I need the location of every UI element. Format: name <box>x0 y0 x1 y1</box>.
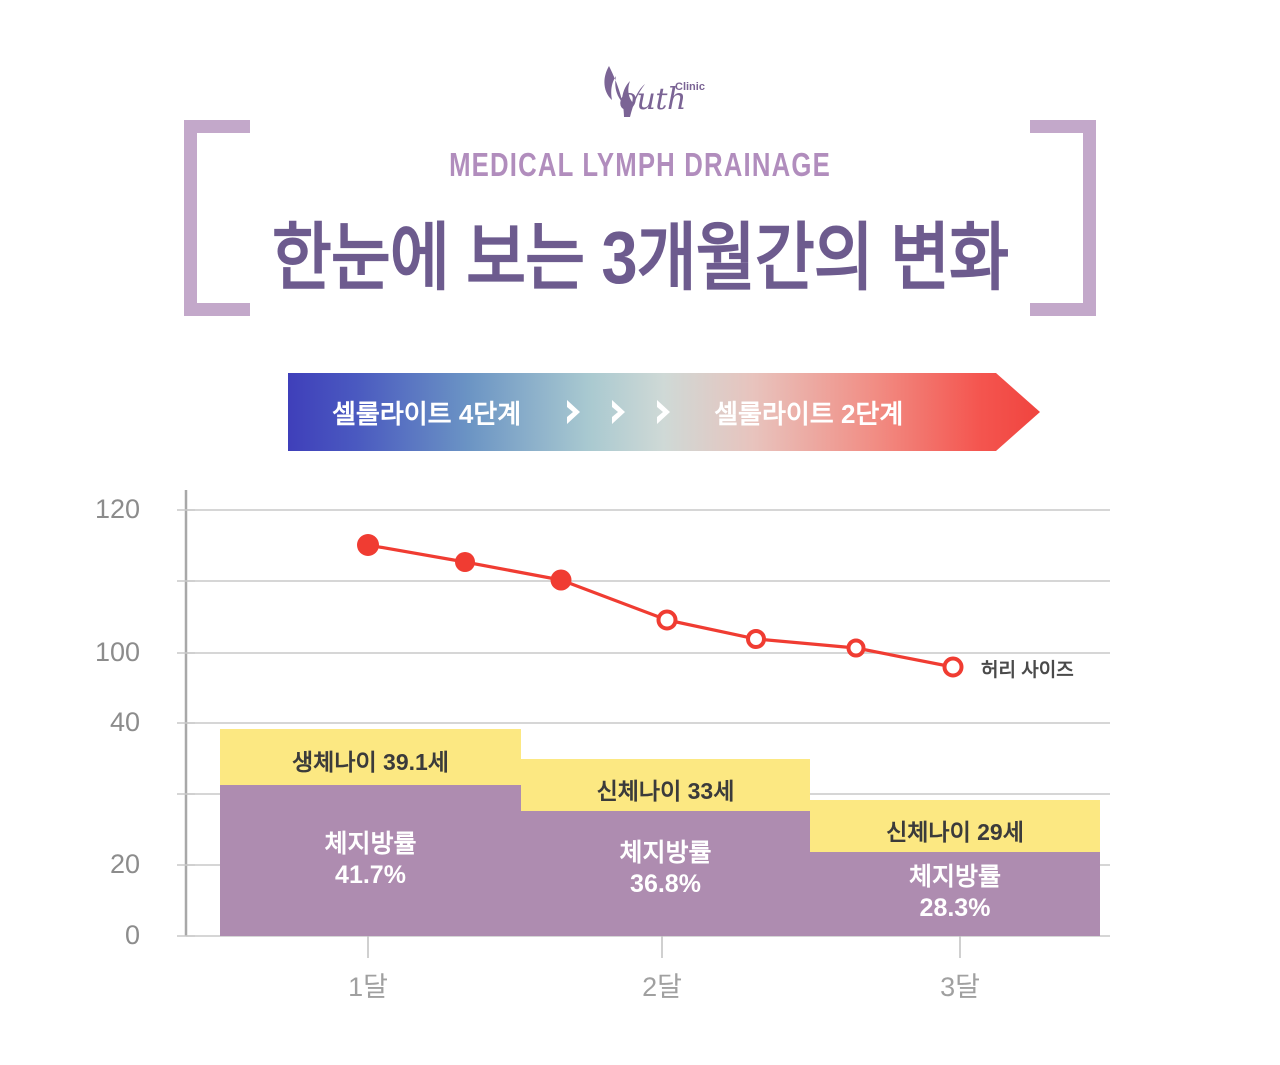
body-fat-value-3: 28.3% <box>919 894 991 923</box>
body-fat-title-3: 체지방률 <box>908 863 1001 891</box>
logo-wordmark: outh <box>619 82 686 117</box>
chevron-right-icon <box>565 399 582 425</box>
cellulite-stage-banner: 셀룰라이트 4단계 셀룰라이트 2단계 <box>288 373 1040 451</box>
y-tick-label: 120 <box>94 494 140 524</box>
body-age-label-2: 신체나이 33세 <box>596 778 735 804</box>
body-fat-label-2: 체지방률 36.8% <box>521 838 810 901</box>
body-fat-value-2: 36.8% <box>630 870 701 899</box>
x-tick-label: 2달 <box>642 972 682 1002</box>
body-fat-value-1: 41.7% <box>335 861 406 890</box>
body-age-bar-2 <box>521 759 810 811</box>
x-tick-label: 1달 <box>348 972 388 1002</box>
body-fat-label-1: 체지방률 41.7% <box>220 829 521 892</box>
bracket-left-decoration <box>184 120 250 316</box>
chart-y-ticks <box>177 509 195 937</box>
chart-x-ticks <box>367 936 961 958</box>
banner-end-label: 셀룰라이트 2단계 <box>714 398 904 429</box>
bracket-right-decoration <box>1030 120 1096 316</box>
body-fat-title-2: 체지방률 <box>619 839 712 867</box>
body-fat-title-1: 체지방률 <box>324 830 417 858</box>
body-fat-bar-3 <box>810 852 1100 936</box>
body-age-label-3: 신체나이 29세 <box>886 819 1024 845</box>
chevron-group <box>565 399 672 425</box>
waist-size-markers <box>357 534 964 678</box>
y-tick-label: 0 <box>124 920 140 950</box>
body-fat-bar-2 <box>521 811 810 936</box>
brand-logo: outh Clinic <box>0 58 1280 124</box>
wing-icon <box>600 62 646 123</box>
body-age-bar-1 <box>220 729 521 785</box>
chevron-right-icon <box>655 399 672 425</box>
waist-size-series-label: 허리 사이즈 <box>981 660 1074 681</box>
body-age-bar-3 <box>810 800 1100 852</box>
body-age-bars <box>220 729 1100 852</box>
title-eyebrow: MEDICAL LYMPH DRAINAGE <box>449 146 831 183</box>
logo-subtext: Clinic <box>675 81 705 93</box>
body-fat-bars <box>220 785 1100 936</box>
banner-start-label: 셀룰라이트 4단계 <box>332 398 522 429</box>
body-fat-label-3: 체지방률 28.3% <box>810 862 1100 925</box>
x-tick-label: 3달 <box>940 972 980 1002</box>
body-fat-bar-1 <box>220 785 521 936</box>
title-block: MEDICAL LYMPH DRAINAGE 한눈에 보는 3개월간의 변화 <box>0 120 1280 320</box>
chevron-right-icon <box>610 399 627 425</box>
y-tick-label: 40 <box>109 707 140 737</box>
y-tick-label: 20 <box>109 849 140 879</box>
y-tick-label: 100 <box>94 637 140 667</box>
page-title: 한눈에 보는 3개월간의 변화 <box>271 216 1009 299</box>
body-age-label-1: 생체나이 39.1세 <box>292 749 449 775</box>
